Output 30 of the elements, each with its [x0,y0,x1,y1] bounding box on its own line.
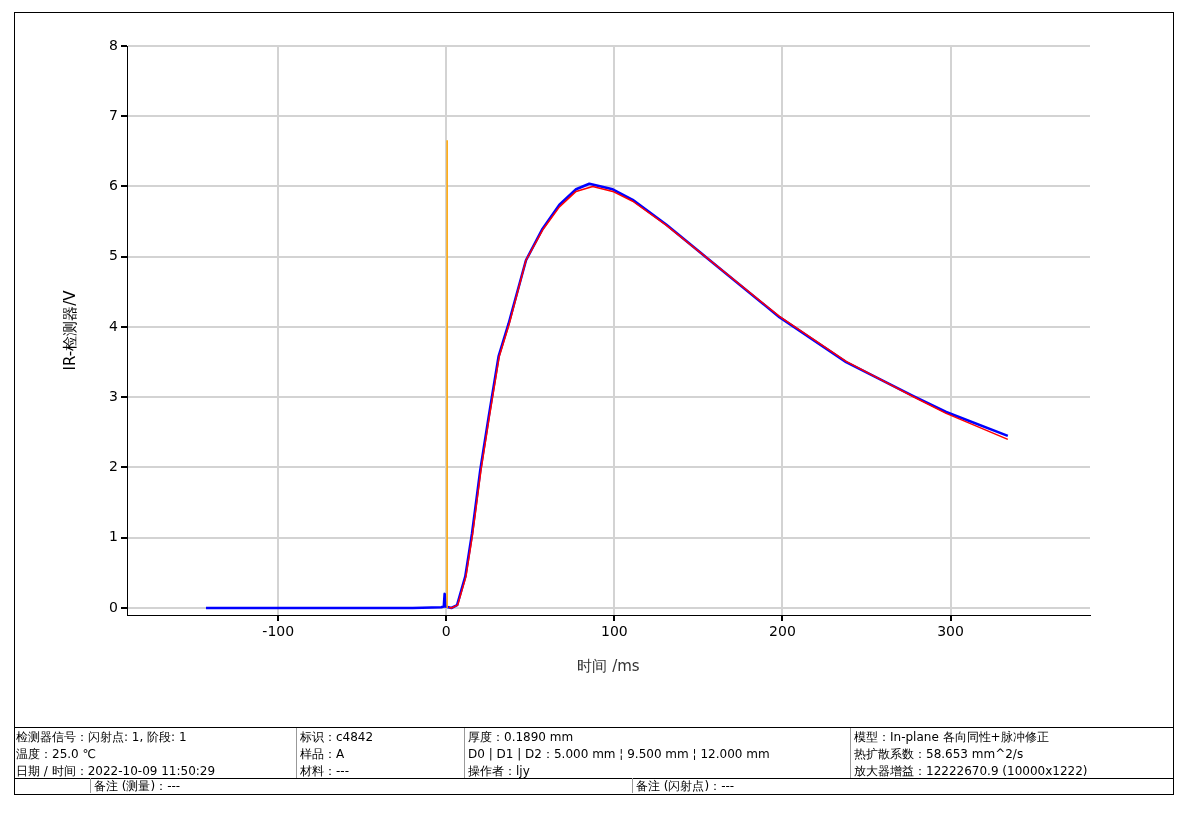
text: D0 | D1 | D2：5.000 mm ¦ 9.500 mm ¦ 12.000 mm [468,747,770,761]
x-tick-label: 300 [937,623,964,640]
text: 厚度：0.1890 mm [468,730,574,744]
x-axis-title: 时间 /ms [577,656,640,675]
text: 检测器信号：闪射点: 1, 阶段: 1 [16,730,187,744]
y-tick-label: 2 [109,458,118,475]
text: 放大器增益：12222670.9 (10000x1222) [854,764,1088,778]
x-tick-label: 0 [441,623,451,640]
text: 备注 (测量)：--- [94,779,181,793]
text: 样品：A [300,747,345,761]
y-tick-label: 0 [109,598,118,615]
text: 材料：--- [300,764,349,778]
text: 模型：In-plane 各向同性+脉冲修正 [854,730,1049,744]
text: 热扩散系数：58.653 mm^2/s [854,747,1024,761]
x-tick-label: -100 [262,623,295,640]
y-tick-label: 3 [109,387,118,404]
text: 日期 / 时间：2022-10-09 11:50:29 [16,764,216,778]
y-tick-label: 7 [109,106,118,123]
y-tick-label: 4 [109,317,119,334]
text: 温度：25.0 ℃ [16,747,97,761]
x-tick-label: 200 [769,623,796,640]
y-tick-label: 6 [109,177,119,194]
x-tick-label: 100 [601,623,628,640]
text: 标识：c4842 [300,730,374,744]
y-tick-label: 5 [109,247,118,264]
y-tick-label: 8 [109,36,118,53]
y-axis-title: IR-检测器/V [60,289,79,371]
text: 操作者：ljy [468,764,530,778]
y-tick-label: 1 [109,528,118,545]
text: 备注 (闪射点)：--- [636,779,735,793]
